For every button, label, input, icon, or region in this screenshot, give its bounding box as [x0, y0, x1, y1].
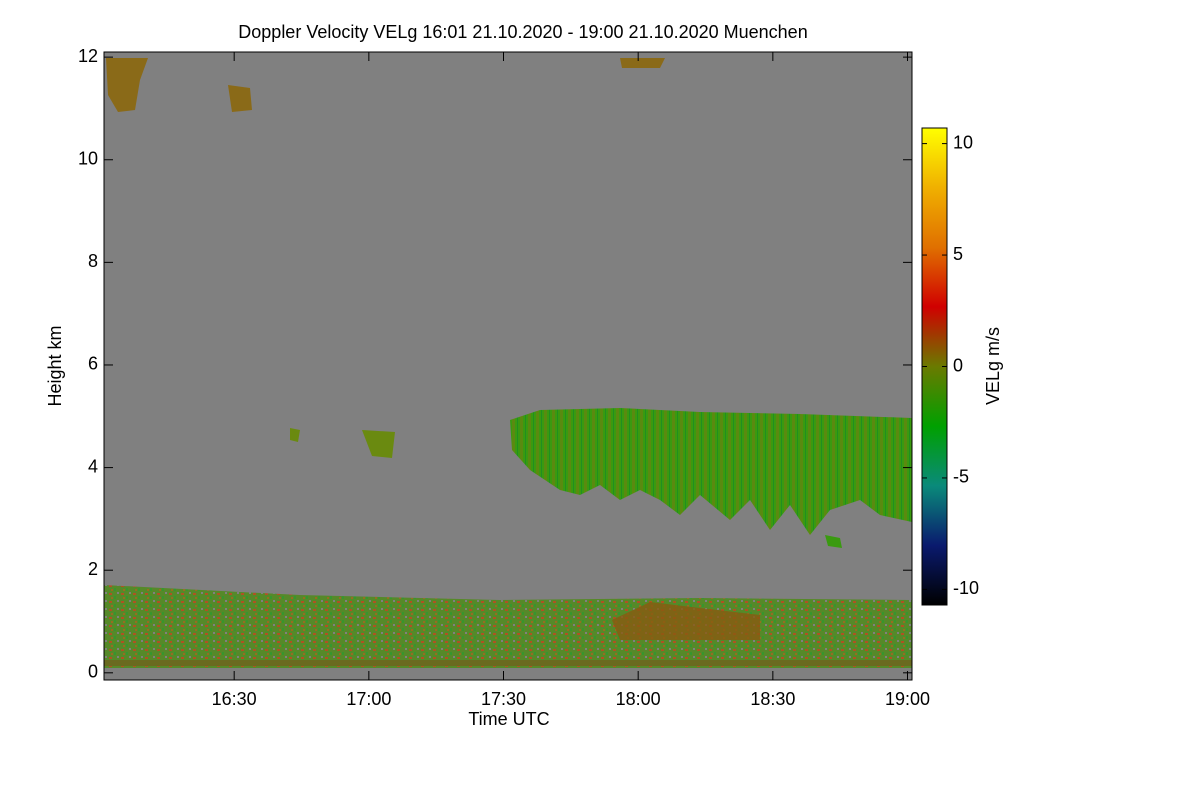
- x-tick-label: 17:00: [346, 689, 391, 709]
- colorbar-tick-label: 5: [953, 244, 963, 264]
- x-tick-label: 19:00: [885, 689, 930, 709]
- cirrus-echo: [620, 58, 665, 68]
- y-tick-label: 6: [88, 354, 98, 374]
- cloud-echo: [362, 430, 395, 458]
- cloud-echo: [290, 428, 300, 442]
- echo-regions: [104, 58, 912, 668]
- cloud-echo: [825, 535, 842, 548]
- colorbar-label: VELg m/s: [983, 327, 1003, 405]
- boundary-layer-echo: [104, 585, 912, 668]
- colorbar-tick-label: -10: [953, 578, 979, 598]
- x-axis-label: Time UTC: [468, 709, 549, 729]
- chart-title: Doppler Velocity VELg 16:01 21.10.2020 -…: [238, 22, 807, 42]
- y-tick-label: 4: [88, 456, 98, 476]
- boundary-layer-echo: [612, 602, 760, 640]
- y-tick-label: 8: [88, 251, 98, 271]
- x-tick-label: 17:30: [481, 689, 526, 709]
- plot-frame: [103, 51, 913, 681]
- x-tick-label: 16:30: [212, 689, 257, 709]
- x-tick-label: 18:00: [616, 689, 661, 709]
- cirrus-echo: [106, 58, 148, 112]
- colorbar-tick-label: -5: [953, 467, 969, 487]
- y-tick-label: 0: [88, 662, 98, 682]
- boundary-layer-echo: [104, 660, 912, 666]
- plot-area: [104, 52, 912, 680]
- colorbar-tick-label: 0: [953, 355, 963, 375]
- y-tick-label: 12: [78, 46, 98, 66]
- y-tick-label: 2: [88, 559, 98, 579]
- cirrus-echo: [228, 85, 252, 112]
- x-tick-label: 18:30: [750, 689, 795, 709]
- y-axis-label: Height km: [45, 325, 65, 406]
- y-tick-label: 10: [78, 148, 98, 168]
- cloud-echo: [510, 408, 912, 535]
- colorbar-tick-label: 10: [953, 132, 973, 152]
